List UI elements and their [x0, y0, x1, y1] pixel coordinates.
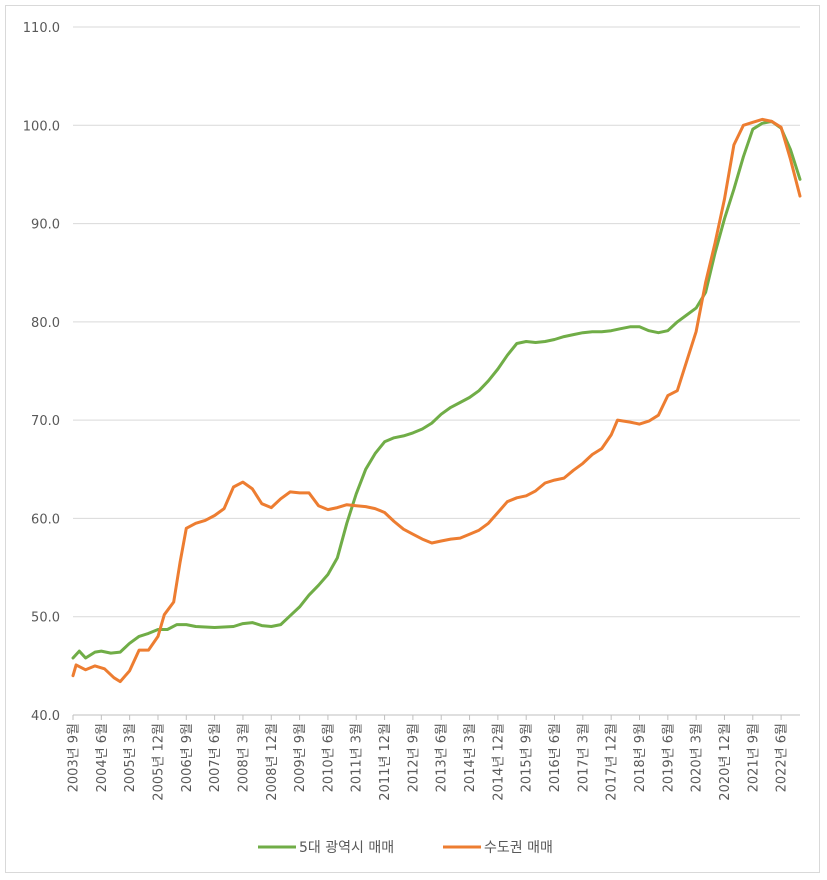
- y-tick-label: 100.0: [23, 119, 60, 134]
- x-tick-label: 2016년 6월: [548, 723, 563, 792]
- x-tick-label: 2013년 6월: [435, 723, 450, 792]
- x-tick-label: 2022년 6월: [775, 723, 790, 792]
- y-tick-label: 90.0: [31, 218, 60, 233]
- x-tick-label: 2005년 12월: [151, 723, 166, 801]
- y-tick-label: 40.0: [31, 709, 60, 724]
- x-tick-label: 2014년 3월: [463, 723, 478, 792]
- gridlines: [73, 26, 800, 618]
- y-tick-label: 110.0: [23, 21, 60, 36]
- legend-label: 수도권 매매: [484, 840, 553, 856]
- x-tick-label: 2017년 3월: [576, 723, 591, 792]
- series-lines: [71, 117, 802, 684]
- x-axis: 2003년 9월 2004년 6월 2005년 3월 2005년 12월 2006년 9…: [67, 714, 800, 801]
- x-tick-label: 2012년 9월: [406, 723, 421, 792]
- legend-label: 5대 광역시 매매: [299, 840, 394, 856]
- x-tick-label: 2010년 6월: [321, 723, 336, 792]
- series-line: [71, 119, 802, 660]
- x-tick-label: 2008년 12월: [265, 723, 280, 801]
- x-tick-label: 2003년 9월: [67, 723, 82, 792]
- x-tick-label: 2006년 9월: [180, 723, 195, 792]
- x-tick-label: 2007년 6월: [208, 723, 223, 792]
- y-tick-label: 70.0: [31, 414, 60, 429]
- x-tick-label: 2015년 9월: [520, 723, 535, 792]
- y-tick-label: 60.0: [31, 512, 60, 527]
- x-tick-label: 2020년 3월: [690, 723, 705, 792]
- x-tick-label: 2014년 12월: [491, 723, 506, 801]
- x-tick-label: 2005년 3월: [123, 723, 138, 792]
- y-tick-label: 80.0: [31, 316, 60, 331]
- x-tick-label: 2020년 12월: [718, 723, 733, 801]
- x-tick-label: 2008년 3월: [236, 723, 251, 792]
- x-tick-label: 2004년 6월: [95, 723, 110, 792]
- x-tick-label: 2009년 9월: [293, 723, 308, 792]
- x-tick-label: 2019년 6월: [661, 723, 676, 792]
- x-tick-label: 2017년 12월: [605, 723, 620, 801]
- x-tick-label: 2021년 9월: [746, 723, 761, 792]
- x-tick-label: 2018년 9월: [633, 723, 648, 792]
- legend: 5대 광역시 매매 수도권 매매: [258, 840, 553, 856]
- x-tick-label: 2011년 3월: [350, 723, 365, 792]
- series-line: [71, 117, 802, 684]
- x-tick-label: 2011년 12월: [378, 723, 393, 801]
- chart-frame: [5, 5, 820, 873]
- y-axis: 40.0 50.0 60.0 70.0 80.0 90.0 100.0 110.0: [23, 21, 60, 724]
- y-tick-label: 50.0: [31, 611, 60, 626]
